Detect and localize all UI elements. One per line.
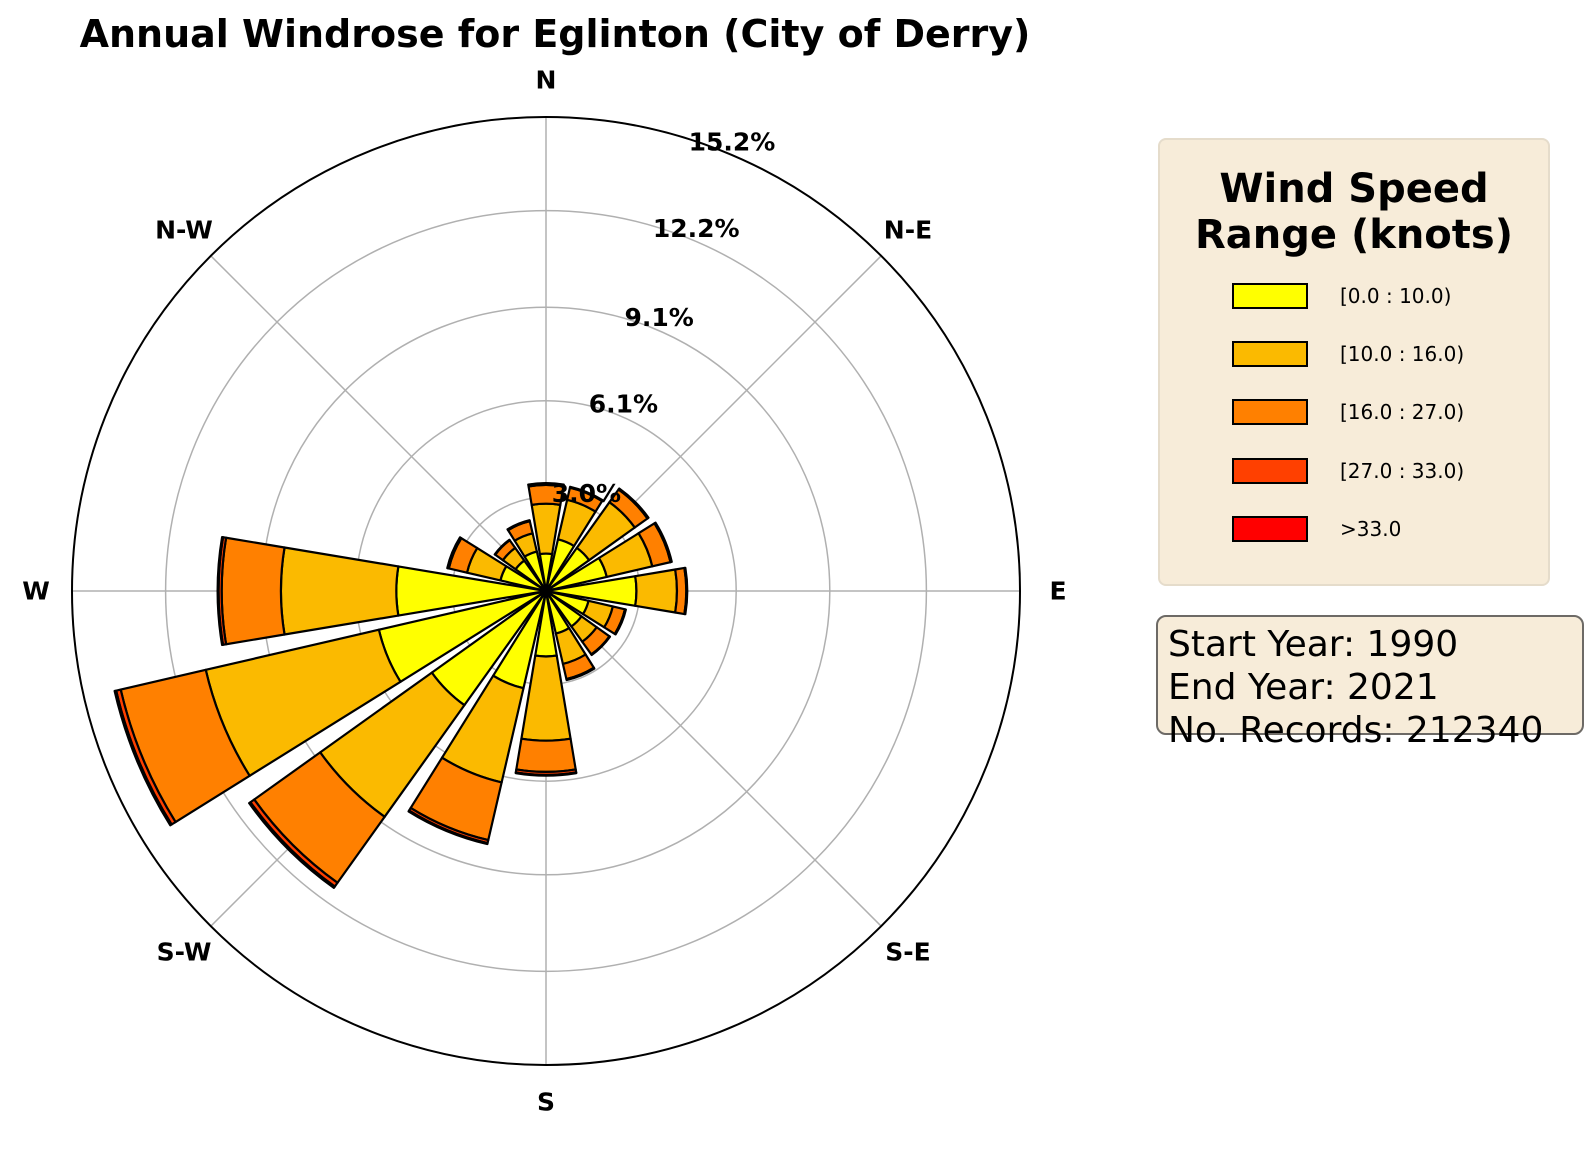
chart-title: Annual Windrose for Eglinton (City of De… — [79, 12, 1031, 56]
windrose-bar-segment — [568, 485, 604, 503]
legend-label: [0.0 : 10.0) — [1340, 284, 1452, 308]
radial-tick-label: 3.0% — [552, 479, 621, 508]
radial-ring — [164, 209, 928, 973]
windrose-bar-segment — [515, 737, 577, 773]
windrose-bar-segment — [683, 566, 689, 616]
windrose-bar-segment — [565, 666, 596, 682]
legend-label: [10.0 : 16.0) — [1340, 342, 1465, 366]
windrose-bar-segment — [493, 538, 511, 556]
radial-tick-label: 12.2% — [653, 214, 740, 243]
radial-gridline — [210, 255, 547, 592]
windrose-bar-segment — [220, 536, 286, 646]
direction-label: N — [536, 66, 557, 95]
radial-tick-label: 9.1% — [625, 303, 694, 332]
direction-label: E — [1049, 577, 1066, 606]
legend-entry: [10.0 : 16.0) — [1232, 341, 1532, 371]
windrose-bar-segment — [248, 801, 336, 889]
legend-label: [27.0 : 33.0) — [1340, 459, 1465, 483]
windrose-bar-segment — [216, 535, 225, 647]
legend-swatch — [1232, 399, 1308, 425]
windrose-bar-segment — [590, 635, 612, 657]
windrose-bar-segment — [506, 519, 531, 532]
legend-entry: [27.0 : 33.0) — [1232, 458, 1532, 488]
windrose-bar-segment — [407, 809, 489, 846]
legend-swatch — [1232, 458, 1308, 484]
radial-tick-label: 6.1% — [589, 390, 658, 419]
legend-label: [16.0 : 27.0) — [1340, 400, 1465, 424]
legend-swatch — [1232, 516, 1308, 542]
direction-label: S-E — [885, 938, 930, 967]
windrose-bar-segment — [653, 521, 673, 564]
legend: Wind Speed Range (knots) [0.0 : 10.0) [1… — [1158, 138, 1550, 586]
windrose-bar-segment — [617, 487, 650, 520]
direction-label: S-W — [157, 938, 212, 967]
legend-swatch — [1232, 283, 1308, 309]
windrose-bar-segment — [514, 771, 578, 777]
legend-entry: [0.0 : 10.0) — [1232, 283, 1532, 313]
legend-entry: [16.0 : 27.0) — [1232, 399, 1532, 429]
direction-label: N-E — [884, 216, 932, 245]
legend-title: Wind Speed Range (knots) — [1194, 166, 1513, 258]
polar-frame — [71, 116, 1021, 1066]
windrose-bar-segment — [279, 546, 400, 636]
record-count: No. Records: 212340 — [1168, 710, 1544, 751]
direction-label: S — [537, 1088, 555, 1117]
info-box: Start Year: 1990 End Year: 2021 No. Reco… — [1156, 615, 1584, 751]
windrose-bar-segment — [634, 568, 679, 614]
direction-label: W — [22, 577, 50, 606]
legend-entry: >33.0 — [1232, 516, 1532, 546]
windrose-bars — [113, 482, 689, 889]
windrose-bar-segment — [613, 608, 627, 636]
direction-label: N-W — [155, 216, 213, 245]
start-year: Start Year: 1990 — [1168, 624, 1459, 665]
end-year: End Year: 2021 — [1168, 667, 1439, 708]
axis-labels: N N-E E S-E S S-W W N-W 3.0% 6.1% 9.1% 12.2% 15.2% — [22, 66, 1066, 1117]
windrose-chart: N N-E E S-E S S-W W N-W 3.0% 6.1% 9.1% 12.2% 15.2% — [22, 66, 1066, 1117]
windrose-bar-segment — [113, 689, 173, 827]
windrose-bar-segment — [446, 536, 462, 570]
legend-label: >33.0 — [1340, 517, 1402, 541]
radial-tick-label: 15.2% — [689, 128, 776, 157]
windrose-bar-segment — [527, 482, 565, 486]
legend-swatch — [1232, 341, 1308, 367]
